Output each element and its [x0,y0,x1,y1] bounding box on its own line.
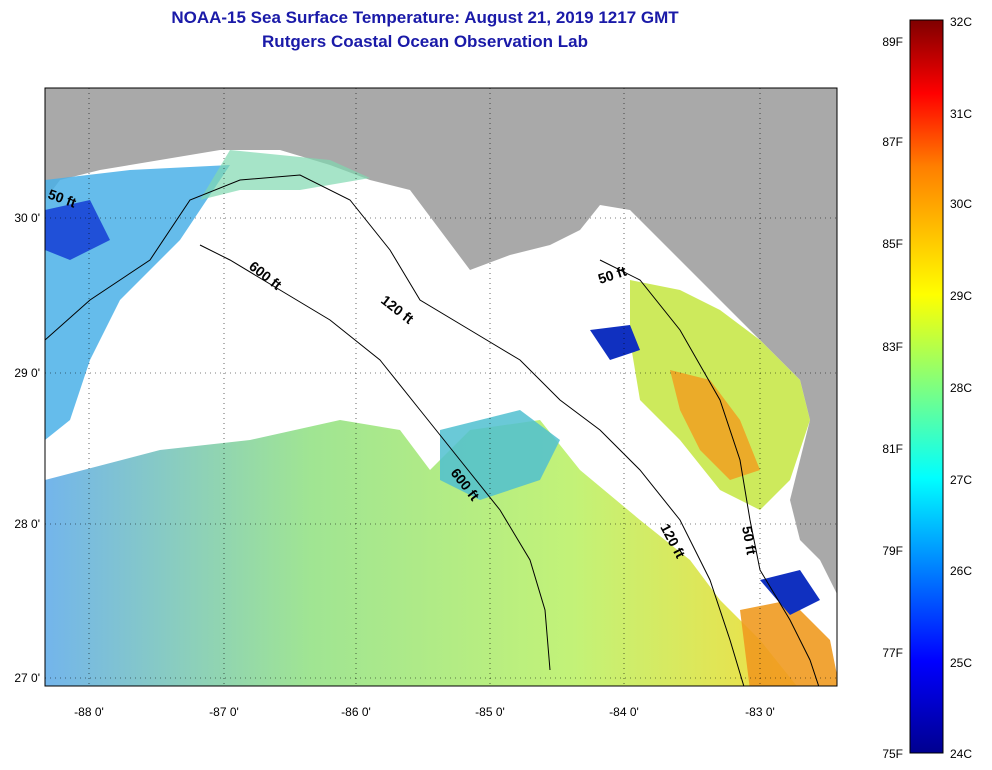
lat-tick-label: 28 0' [14,517,40,531]
colorbar-f-label: 83F [882,340,903,354]
colorbar-c-label: 24C [950,747,972,761]
contour-600ft [199,244,551,671]
sst-cool-south [760,570,820,615]
lon-tick-label: -85 0' [475,705,505,719]
colorbar-c-label: 29C [950,289,972,303]
contour-120ft [45,174,745,686]
colorbar-c-label: 27C [950,473,972,487]
colorbar-f-label: 77F [882,646,903,660]
lon-tick-label: -86 0' [341,705,371,719]
colorbar-f-label: 87F [882,135,903,149]
map-title: NOAA-15 Sea Surface Temperature: August … [171,8,679,27]
lon-tick-label: -87 0' [209,705,239,719]
colorbar-f-label: 89F [882,35,903,49]
colorbar-c-label: 31C [950,107,972,121]
colorbar-c-label: 32C [950,15,972,29]
lat-tick-label: 29 0' [14,366,40,380]
lon-tick-label: -84 0' [609,705,639,719]
map-subtitle: Rutgers Coastal Ocean Observation Lab [262,32,588,51]
colorbar-f-label: 81F [882,442,903,456]
colorbar-f-label: 79F [882,544,903,558]
colorbar-c-label: 26C [950,564,972,578]
sst-green-center [440,410,560,500]
colorbar-f-label: 75F [882,747,903,761]
lon-tick-label: -88 0' [74,705,104,719]
sst-cool-patch [590,325,640,360]
contour-label: 50 ft [739,525,760,556]
lat-tick-label: 27 0' [14,671,40,685]
lon-tick-label: -83 0' [745,705,775,719]
colorbar-c-label: 25C [950,656,972,670]
contour-50ft [599,259,820,686]
colorbar [909,19,944,754]
sst-swath-south [45,420,797,686]
colorbar-c-label: 30C [950,197,972,211]
sst-cool-west [45,200,110,260]
sst-warm-southeast [740,600,837,686]
sst-north-band [200,150,370,200]
lat-tick-label: 30 0' [14,211,40,225]
map-frame [44,87,838,687]
grid-lines [45,88,837,686]
colorbar-f-label: 85F [882,237,903,251]
colorbar-c-label: 28C [950,381,972,395]
